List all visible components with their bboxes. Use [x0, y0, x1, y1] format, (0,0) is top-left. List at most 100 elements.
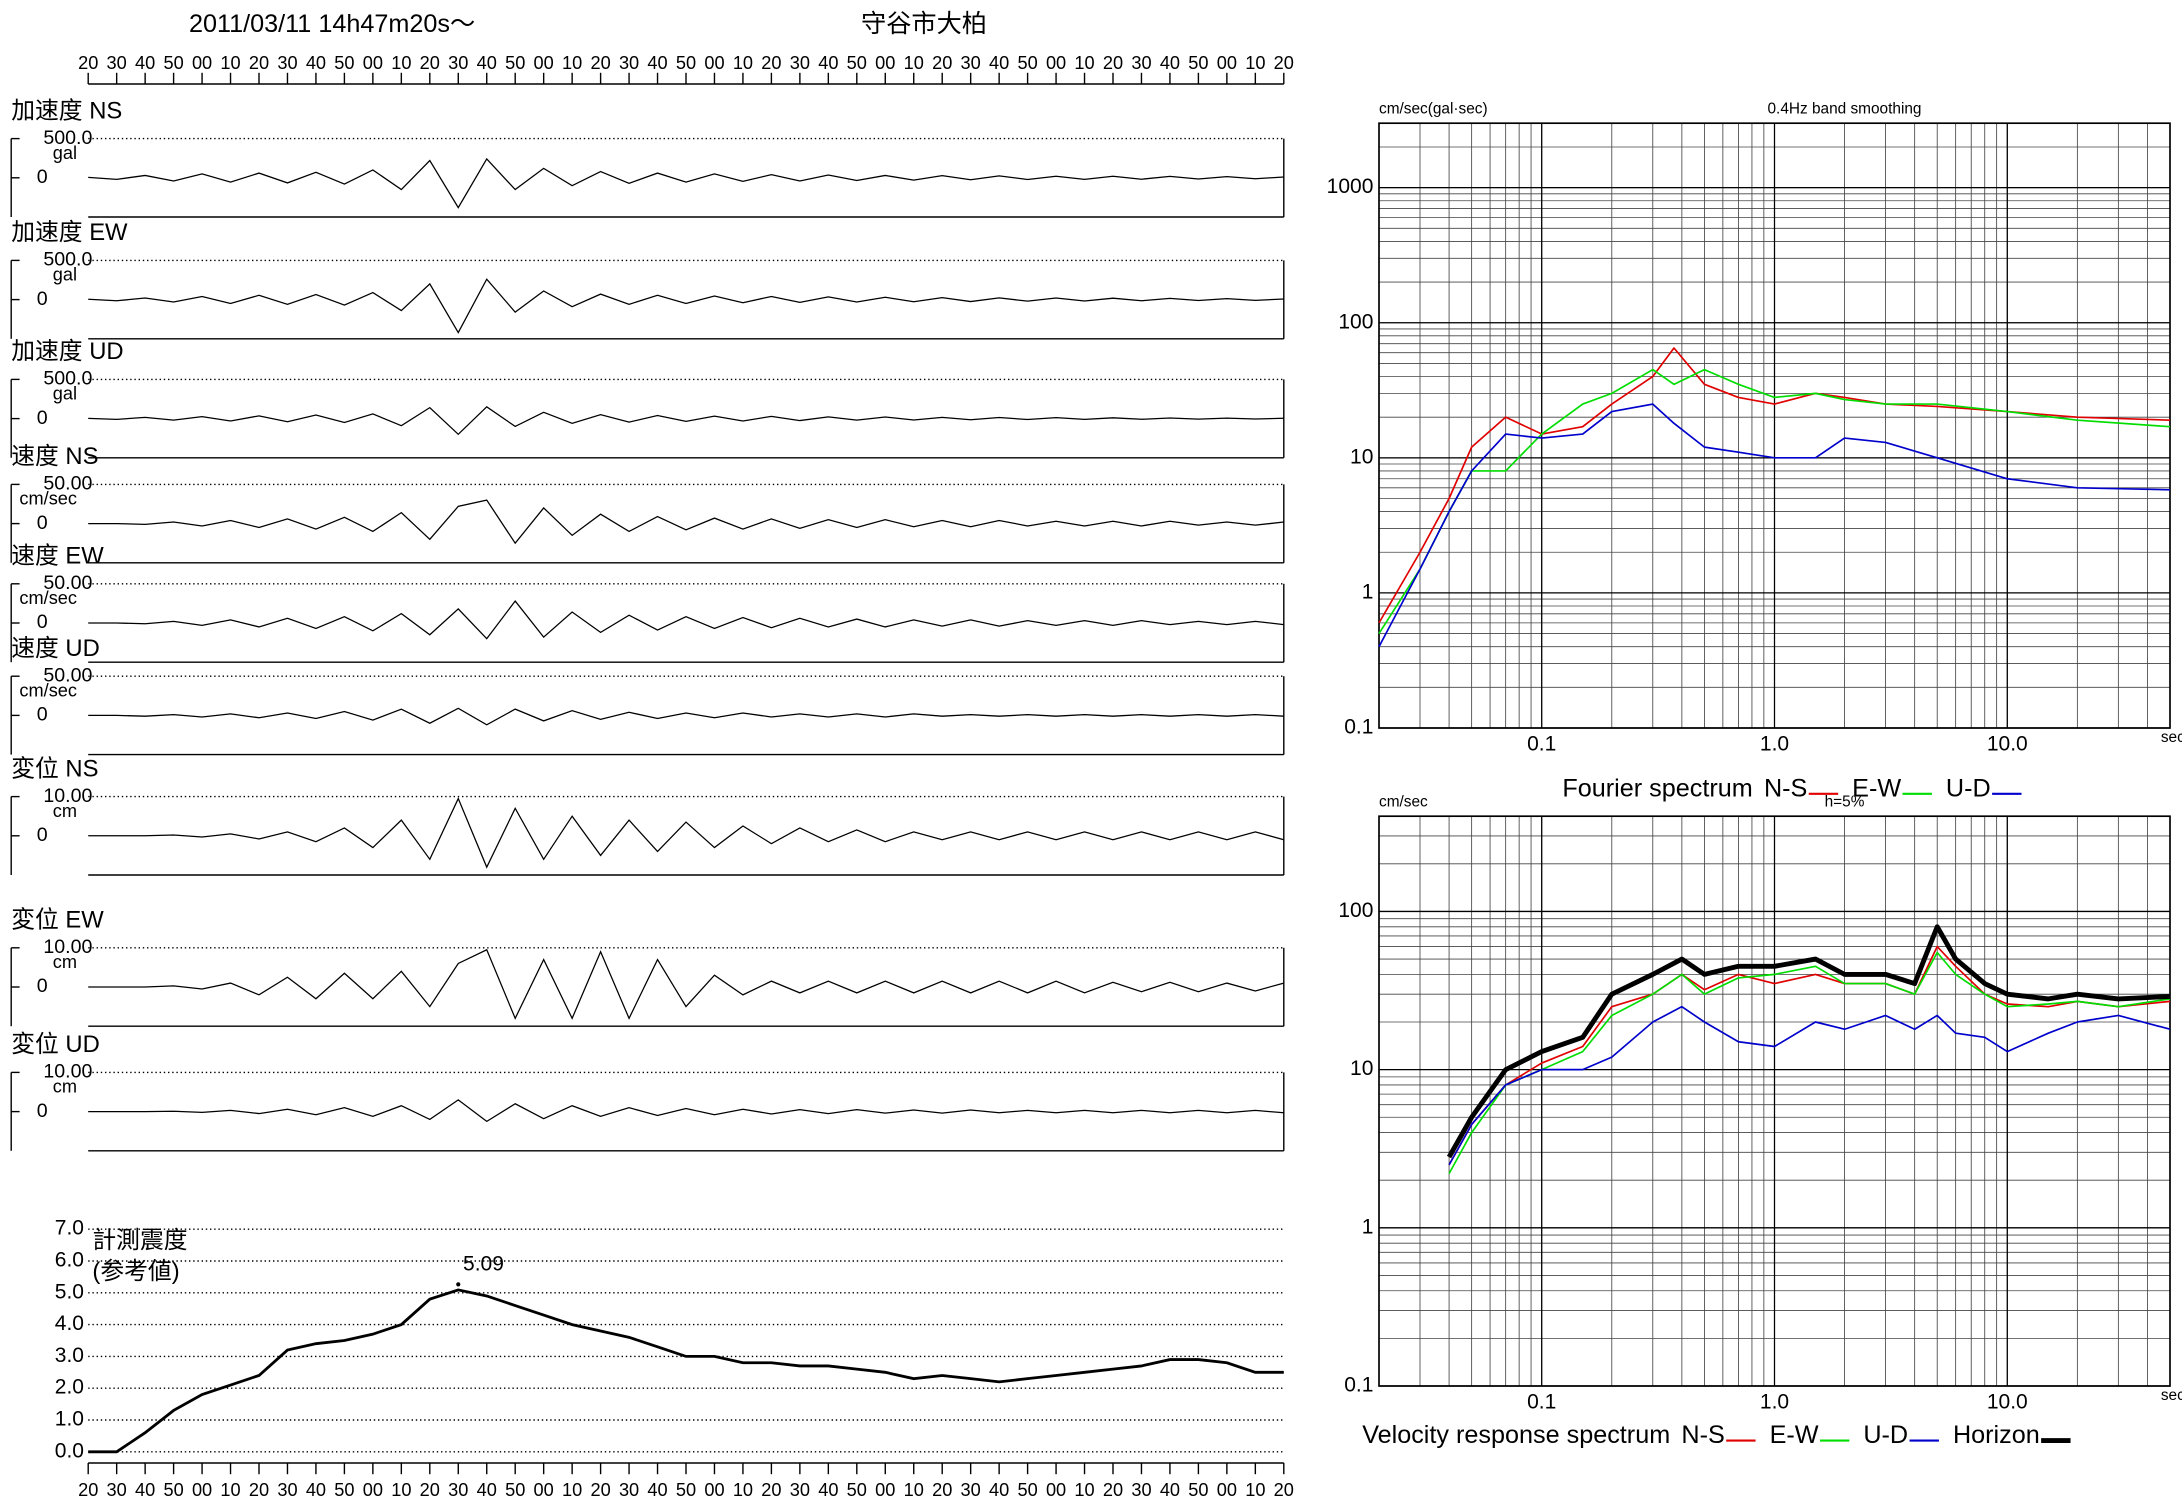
time-tick-label: 10: [562, 53, 582, 73]
x-tick-label: 00: [1217, 1480, 1237, 1500]
time-tick-label: 00: [534, 53, 554, 73]
x-tick-label: 0.1: [1527, 732, 1556, 755]
time-tick-label: 10: [733, 53, 753, 73]
series-line: [1378, 347, 2171, 624]
trace-tick-label: 0: [37, 512, 48, 534]
record-time: 2011/03/11 14h47m20s〜: [189, 10, 475, 38]
time-tick-label: 30: [277, 53, 297, 73]
y-tick-label: 1: [1362, 1215, 1374, 1238]
y-tick-label: 4.0: [55, 1312, 84, 1335]
chart-subtitle: (参考値): [92, 1258, 179, 1285]
trace-unit: cm/sec: [19, 489, 77, 509]
x-tick-label: 40: [1160, 1480, 1180, 1500]
time-tick-label: 10: [904, 53, 924, 73]
x-tick-label: 10: [904, 1480, 924, 1500]
peak-dot: [456, 1282, 461, 1287]
time-tick-label: 40: [647, 53, 667, 73]
x-tick-label: 50: [334, 1480, 354, 1500]
trace-tick-label: 10.00: [43, 785, 92, 807]
trace-tick-label: 500.0: [43, 368, 92, 390]
trace-unit: cm: [53, 801, 77, 821]
trace-tick-label: 0: [37, 611, 48, 633]
series-line: [1378, 403, 2171, 648]
trace-tick-label: 0: [37, 288, 48, 310]
x-tick-label: 10: [733, 1480, 753, 1500]
time-tick-label: 40: [477, 53, 497, 73]
waveform: [88, 278, 1284, 334]
y-tick-label: 100: [1338, 310, 1373, 333]
x-tick-label: 00: [1046, 1480, 1066, 1500]
x-tick-label: 50: [1017, 1480, 1037, 1500]
trace-tick-label: 0: [37, 1100, 48, 1122]
trace-unit: cm/sec: [19, 588, 77, 608]
x-tick-label: 1.0: [1760, 732, 1789, 755]
time-tick-label: 20: [249, 53, 269, 73]
x-tick-label: 40: [989, 1480, 1009, 1500]
legend-label: N-S: [1764, 774, 1807, 802]
trace-label: 変位 NS: [11, 755, 98, 782]
time-tick-label: 20: [932, 53, 952, 73]
time-tick-label: 10: [391, 53, 411, 73]
trace-label: 加速度 NS: [11, 97, 122, 124]
time-tick-label: 00: [1046, 53, 1066, 73]
time-tick-label: 20: [1103, 53, 1123, 73]
waveform: [88, 1099, 1284, 1123]
legend-title: Fourier spectrum: [1562, 774, 1752, 802]
y-tick-label: 10: [1350, 1057, 1373, 1080]
x-tick-label: 20: [1103, 1480, 1123, 1500]
y-tick-label: 0.0: [55, 1439, 84, 1462]
x-tick-label: 1.0: [1760, 1390, 1789, 1413]
y-axis-label: cm/sec: [1379, 793, 1428, 810]
x-tick-label: 50: [676, 1480, 696, 1500]
y-tick-label: 5.0: [55, 1280, 84, 1303]
station-name: 守谷市大柏: [861, 10, 987, 38]
y-tick-label: 1000: [1327, 175, 1374, 198]
x-tick-label: 50: [1188, 1480, 1208, 1500]
trace-tick-label: 500.0: [43, 127, 92, 149]
x-tick-label: 10: [1074, 1480, 1094, 1500]
y-tick-label: 1.0: [55, 1408, 84, 1431]
time-tick-label: 30: [1131, 53, 1151, 73]
time-tick-label: 00: [363, 53, 383, 73]
trace-tick-label: 10.00: [43, 1061, 92, 1083]
time-tick-label: 50: [505, 53, 525, 73]
peak-label: 5.09: [463, 1252, 504, 1275]
x-tick-label: 30: [277, 1480, 297, 1500]
x-tick-label: 20: [78, 1480, 98, 1500]
waveform: [88, 707, 1284, 726]
y-tick-label: 7.0: [55, 1217, 84, 1240]
time-tick-label: 20: [761, 53, 781, 73]
trace-tick-label: 50.00: [43, 572, 92, 594]
x-tick-label: 20: [590, 1480, 610, 1500]
x-tick-label: 30: [790, 1480, 810, 1500]
x-tick-label: 40: [818, 1480, 838, 1500]
time-tick-label: 30: [619, 53, 639, 73]
x-tick-label: 30: [1131, 1480, 1151, 1500]
time-tick-label: 10: [1245, 53, 1265, 73]
waveform: [88, 499, 1284, 545]
time-tick-label: 40: [818, 53, 838, 73]
x-tick-label: 30: [961, 1480, 981, 1500]
series-line: [1448, 1005, 2171, 1166]
x-tick-label: 10.0: [1987, 1390, 2028, 1413]
x-tick-label: 30: [619, 1480, 639, 1500]
series-line: [1446, 924, 2171, 1159]
x-tick-label: 20: [761, 1480, 781, 1500]
series-line: [1448, 945, 2171, 1166]
waveform: [88, 600, 1284, 640]
time-tick-label: 40: [306, 53, 326, 73]
plot-frame: [1378, 815, 2171, 1387]
time-tick-label: 30: [448, 53, 468, 73]
y-axis-label: cm/sec(gal·sec): [1379, 100, 1488, 117]
trace-unit: cm: [53, 952, 77, 972]
x-tick-label: 20: [932, 1480, 952, 1500]
time-tick-label: 00: [875, 53, 895, 73]
time-tick-label: 50: [163, 53, 183, 73]
y-tick-label: 0.1: [1344, 1374, 1373, 1397]
x-axis-label: sec: [2161, 1387, 2182, 1404]
x-tick-label: 20: [249, 1480, 269, 1500]
trace-tick-label: 0: [37, 407, 48, 429]
legend-label: Horizon: [1953, 1421, 2040, 1449]
